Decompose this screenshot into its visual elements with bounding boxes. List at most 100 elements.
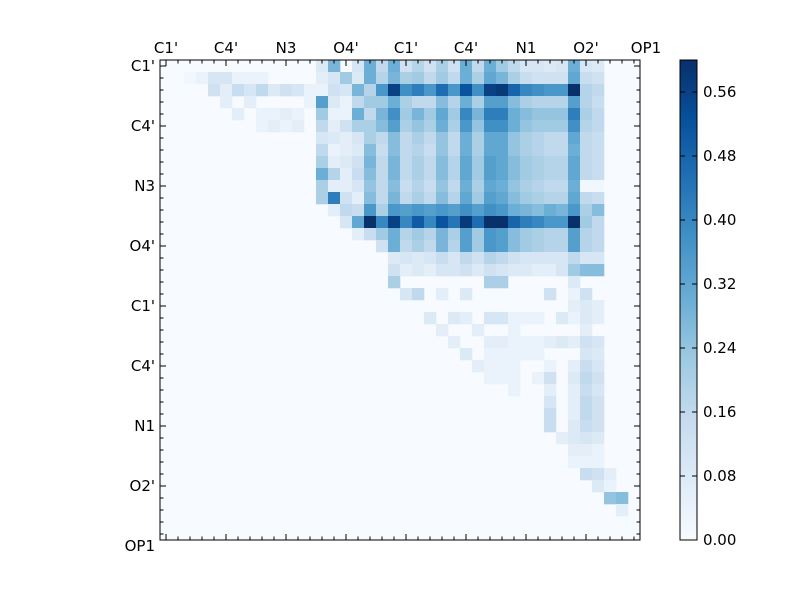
heatmap-cell <box>496 336 509 349</box>
heatmap-cell <box>436 288 449 301</box>
heatmap-cell <box>556 264 569 277</box>
heatmap-cell <box>436 156 449 169</box>
x-tick-label: C4' <box>454 39 478 57</box>
heatmap-cell <box>508 216 521 229</box>
heatmap-cell <box>544 216 557 229</box>
heatmap-cell <box>460 204 473 217</box>
heatmap-cell <box>376 204 389 217</box>
heatmap-cell <box>388 276 401 289</box>
heatmap-cells <box>160 60 640 540</box>
heatmap-cell <box>400 288 413 301</box>
heatmap-cell <box>592 60 605 73</box>
heatmap-cell <box>376 216 389 229</box>
heatmap-cell <box>340 96 353 109</box>
heatmap-cell <box>604 492 617 505</box>
heatmap-cell <box>376 108 389 121</box>
heatmap-cell <box>544 84 557 97</box>
heatmap-cell <box>580 468 593 481</box>
heatmap-cell <box>412 216 425 229</box>
heatmap-cell <box>388 240 401 253</box>
heatmap-cell <box>388 216 401 229</box>
heatmap-cell <box>508 156 521 169</box>
heatmap-cell <box>364 132 377 145</box>
heatmap-cell <box>460 240 473 253</box>
heatmap-cell <box>424 60 437 73</box>
heatmap-cell <box>544 252 557 265</box>
heatmap-cell <box>484 132 497 145</box>
heatmap-cell <box>472 108 485 121</box>
heatmap-cell <box>352 120 365 133</box>
heatmap-cell <box>388 60 401 73</box>
heatmap-cell <box>340 132 353 145</box>
heatmap-cell <box>412 240 425 253</box>
heatmap-cell <box>508 372 521 385</box>
heatmap-cell <box>460 168 473 181</box>
heatmap-cell <box>520 144 533 157</box>
heatmap-cell <box>532 192 545 205</box>
heatmap-cell <box>508 84 521 97</box>
heatmap-cell <box>340 180 353 193</box>
colorbar-ticks: 0.00 0.08 0.16 0.24 0.32 0.40 0.48 0.56 <box>680 83 736 549</box>
heatmap-cell <box>388 168 401 181</box>
heatmap-cell <box>460 228 473 241</box>
heatmap-cell <box>568 132 581 145</box>
heatmap-cell <box>460 96 473 109</box>
heatmap-cell <box>340 156 353 169</box>
colorbar-tick-label: 0.48 <box>703 147 736 165</box>
heatmap-cell <box>376 240 389 253</box>
heatmap-cell <box>376 228 389 241</box>
heatmap-cell <box>508 384 521 397</box>
heatmap-cell <box>592 456 605 469</box>
heatmap-cell <box>472 180 485 193</box>
heatmap-cell <box>592 72 605 85</box>
heatmap-cell <box>256 72 269 85</box>
heatmap-cell <box>232 108 245 121</box>
heatmap-cell <box>580 444 593 457</box>
heatmap-cell <box>268 84 281 97</box>
heatmap-cell <box>472 216 485 229</box>
heatmap-cell <box>484 312 497 325</box>
heatmap-cell <box>472 120 485 133</box>
heatmap-cell <box>580 432 593 445</box>
heatmap-cell <box>556 252 569 265</box>
heatmap-cell <box>412 288 425 301</box>
heatmap-cell <box>400 108 413 121</box>
heatmap-cell <box>460 156 473 169</box>
x-tick-label: O4' <box>333 39 358 57</box>
heatmap-cell <box>532 144 545 157</box>
heatmap-cell <box>328 60 341 73</box>
heatmap-cell <box>424 228 437 241</box>
heatmap-cell <box>364 180 377 193</box>
heatmap-cell <box>412 72 425 85</box>
heatmap-cell <box>592 96 605 109</box>
heatmap-cell <box>472 156 485 169</box>
heatmap-cell <box>568 96 581 109</box>
heatmap-cell <box>508 348 521 361</box>
heatmap-cell <box>532 348 545 361</box>
heatmap-cell <box>496 156 509 169</box>
heatmap-cell <box>556 144 569 157</box>
heatmap-cell <box>508 72 521 85</box>
heatmap-cell <box>568 300 581 313</box>
heatmap-cell <box>508 120 521 133</box>
heatmap-cell <box>400 156 413 169</box>
heatmap-cell <box>544 120 557 133</box>
heatmap-cell <box>388 84 401 97</box>
heatmap-cell <box>280 120 293 133</box>
heatmap-cell <box>568 360 581 373</box>
colorbar-tick-label: 0.24 <box>703 339 736 357</box>
heatmap-cell <box>568 396 581 409</box>
heatmap-cell <box>448 228 461 241</box>
heatmap-cell <box>328 108 341 121</box>
heatmap-cell <box>556 120 569 133</box>
heatmap-cell <box>316 144 329 157</box>
heatmap-cell <box>424 108 437 121</box>
heatmap-cell <box>580 84 593 97</box>
heatmap-cell <box>580 228 593 241</box>
heatmap-cell <box>568 264 581 277</box>
heatmap-cell <box>544 204 557 217</box>
heatmap-cell <box>376 120 389 133</box>
heatmap-cell <box>508 228 521 241</box>
heatmap-cell <box>316 60 329 73</box>
heatmap-cell <box>532 84 545 97</box>
